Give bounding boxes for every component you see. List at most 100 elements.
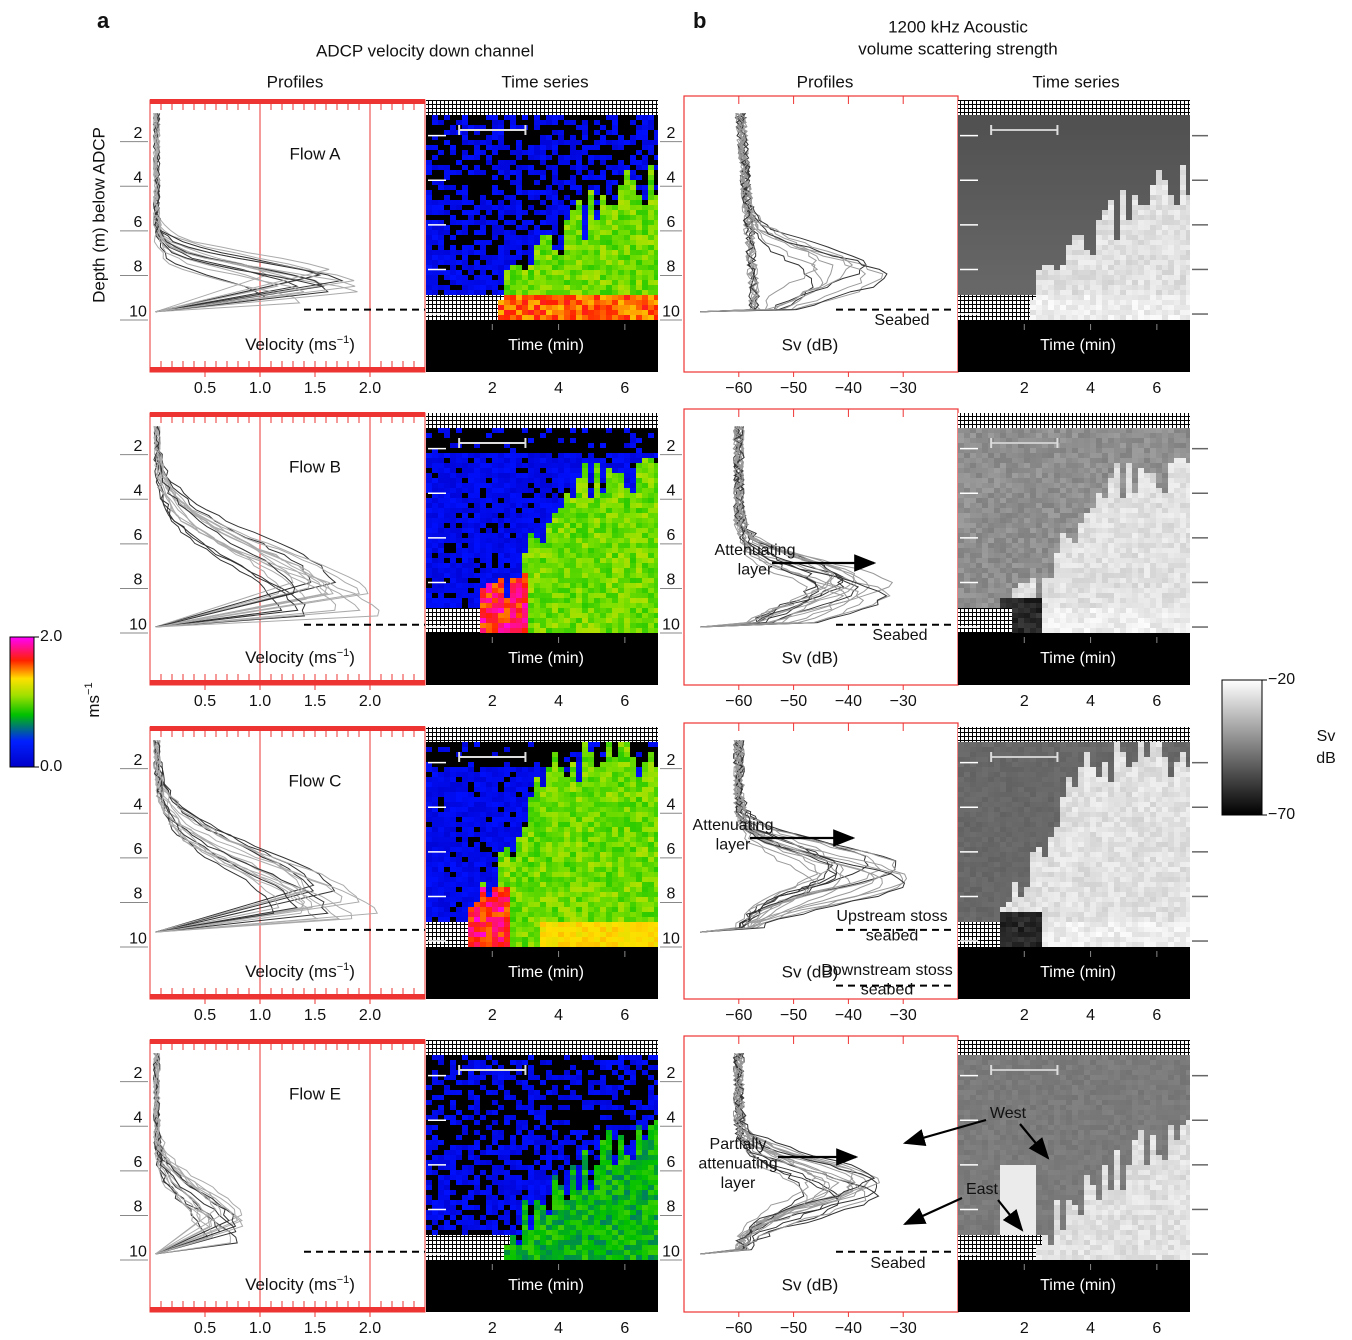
heatmap-cell [564, 443, 570, 448]
heatmap-cell [642, 558, 648, 563]
heatmap-cell [648, 180, 654, 185]
heatmap-cell [1114, 190, 1120, 195]
heatmap-cell [450, 488, 456, 493]
heatmap-cell [1078, 165, 1084, 170]
heatmap-cell [462, 603, 468, 608]
y-tick-label: 2 [667, 125, 676, 142]
heatmap-cell [588, 568, 594, 573]
heatmap-cell [510, 195, 516, 200]
heatmap-cell [618, 245, 624, 250]
heatmap-cell [576, 453, 582, 458]
heatmap-cell [1108, 135, 1114, 140]
heatmap-cell [480, 428, 486, 433]
heatmap-cell [510, 290, 516, 295]
heatmap-cell [582, 155, 588, 160]
heatmap-cell [624, 265, 630, 270]
heatmap-cell [474, 443, 480, 448]
heatmap-cell [468, 285, 474, 290]
heatmap-cell [1138, 310, 1144, 315]
heatmap-cell [982, 140, 988, 145]
heatmap-cell [1144, 305, 1150, 310]
heatmap-cell [570, 155, 576, 160]
heatmap-cell [1126, 290, 1132, 295]
heatmap-cell [1060, 240, 1066, 245]
heatmap-cell [594, 130, 600, 135]
heatmap-cell [624, 583, 630, 588]
heatmap-cell [606, 135, 612, 140]
heatmap-cell [654, 205, 658, 210]
heatmap-cell [1114, 310, 1120, 315]
heatmap-cell [1012, 235, 1018, 240]
heatmap-cell [510, 583, 516, 588]
heatmap-cell [1000, 135, 1006, 140]
heatmap-cell [534, 165, 540, 170]
heatmap-cell [498, 503, 504, 508]
heatmap-cell [450, 150, 456, 155]
heatmap-cell [1006, 115, 1012, 120]
heatmap-cell [994, 295, 1000, 300]
heatmap-cell [468, 195, 474, 200]
heatmap-cell [558, 428, 564, 433]
heatmap-cell [468, 513, 474, 518]
heatmap-cell [1054, 190, 1060, 195]
heatmap-cell [1108, 225, 1114, 230]
heatmap-cell [1084, 235, 1090, 240]
heatmap-cell [1168, 155, 1174, 160]
heatmap-cell [1036, 285, 1042, 290]
heatmap-cell [528, 190, 534, 195]
heatmap-cell [1060, 160, 1066, 165]
heatmap-cell [498, 608, 504, 613]
heatmap-cell [964, 285, 970, 290]
heatmap-cell [456, 260, 462, 265]
heatmap-cell [516, 628, 522, 633]
heatmap-cell [1036, 215, 1042, 220]
heatmap-cell [636, 145, 642, 150]
heatmap-cell [516, 443, 522, 448]
heatmap-cell [1162, 200, 1168, 205]
heatmap-cell [612, 250, 618, 255]
heatmap-cell [624, 195, 630, 200]
heatmap-cell [636, 513, 642, 518]
heatmap-cell [588, 310, 594, 315]
heatmap-cell [1084, 305, 1090, 310]
heatmap-cell [1138, 205, 1144, 210]
heatmap-cell [1030, 165, 1036, 170]
heatmap-cell [600, 513, 606, 518]
heatmap-cell [468, 528, 474, 533]
heatmap-cell [982, 310, 988, 315]
heatmap-cell [1144, 125, 1150, 130]
heatmap-cell [1162, 245, 1168, 250]
heatmap-cell [552, 200, 558, 205]
heatmap-cell [642, 433, 648, 438]
heatmap-cell [498, 115, 504, 120]
heatmap-cell [1066, 260, 1072, 265]
heatmap-cell [624, 255, 630, 260]
heatmap-cell [504, 200, 510, 205]
heatmap-cell [606, 235, 612, 240]
heatmap-cell [618, 473, 624, 478]
heatmap-cell [546, 200, 552, 205]
heatmap-cell [1132, 280, 1138, 285]
heatmap-cell [624, 160, 630, 165]
heatmap-cell [432, 513, 438, 518]
heatmap-cell [636, 160, 642, 165]
heatmap-cell [1132, 205, 1138, 210]
heatmap-cell [1150, 160, 1156, 165]
heatmap-cell [504, 523, 510, 528]
heatmap-cell [438, 623, 444, 628]
heatmap-cell [516, 120, 522, 125]
heatmap-cell [1156, 215, 1162, 220]
heatmap-cell [492, 573, 498, 578]
heatmap-cell [612, 275, 618, 280]
heatmap-cell [1174, 300, 1180, 305]
heatmap-cell [498, 448, 504, 453]
heatmap-cell [540, 160, 546, 165]
heatmap-cell [970, 155, 976, 160]
heatmap-cell [1054, 295, 1060, 300]
heatmap-cell [1024, 210, 1030, 215]
heatmap-cell [642, 180, 648, 185]
heatmap-cell [654, 250, 658, 255]
heatmap-cell [504, 125, 510, 130]
heatmap-cell [444, 483, 450, 488]
heatmap-cell [654, 280, 658, 285]
